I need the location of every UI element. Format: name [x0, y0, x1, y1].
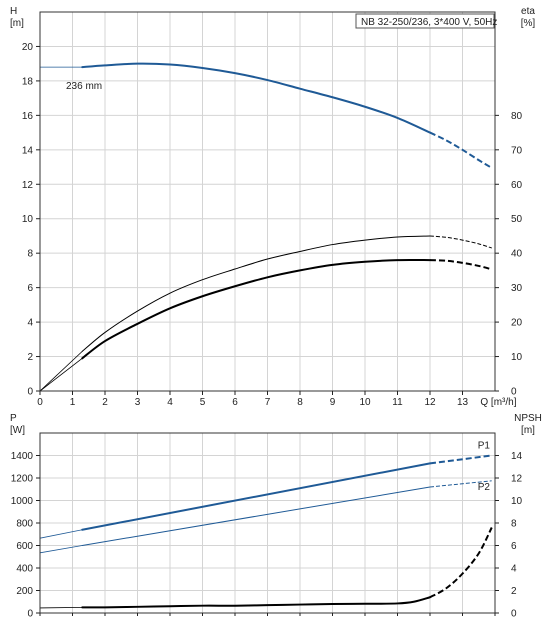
series-lead-line: [39, 529, 83, 539]
right-axis-label: NPSH: [514, 413, 542, 424]
x-tick-label: 2: [102, 397, 108, 408]
x-tick-label: 4: [167, 397, 173, 408]
left-tick-label: 1200: [11, 474, 34, 485]
left-tick-label: 1000: [11, 496, 34, 507]
left-tick-label: 10: [22, 214, 34, 225]
series-line: [81, 462, 431, 531]
chart-title: NB 32-250/236, 3*400 V, 50Hz: [361, 17, 497, 28]
right-tick-label: 2: [511, 586, 517, 597]
right-tick-label: 4: [511, 564, 517, 575]
left-tick-label: 16: [22, 111, 34, 122]
right-tick-label: 12: [511, 474, 523, 485]
left-tick-label: 6: [27, 283, 33, 294]
x-tick-label: 0: [37, 397, 43, 408]
right-tick-label: 10: [511, 496, 523, 507]
x-tick-label: 12: [424, 397, 436, 408]
series-layer: [39, 62, 493, 609]
right-tick-label: 0: [511, 387, 517, 398]
series-line-dashed: [429, 480, 492, 488]
right-tick-label: 6: [511, 541, 517, 552]
series-line-dashed: [429, 235, 492, 249]
x-tick-label: 10: [359, 397, 371, 408]
left-axis-label: P: [10, 413, 17, 424]
right-tick-label: 60: [511, 180, 523, 191]
right-tick-label: 10: [511, 352, 523, 363]
x-axis-label: Q [m³/h]: [480, 397, 516, 408]
left-tick-label: 200: [16, 586, 33, 597]
right-tick-label: 40: [511, 249, 523, 260]
x-tick-label: 3: [135, 397, 141, 408]
left-tick-label: 2: [27, 352, 33, 363]
x-tick-label: 6: [232, 397, 238, 408]
x-tick-label: 5: [200, 397, 206, 408]
right-tick-label: 80: [511, 111, 523, 122]
left-tick-label: 1400: [11, 451, 34, 462]
right-axis-label: eta: [521, 6, 535, 17]
right-tick-label: 20: [511, 318, 523, 329]
left-tick-label: 12: [22, 180, 34, 191]
series-line: [81, 596, 431, 609]
series-label: P2: [478, 482, 491, 493]
right-axis-label: [m]: [521, 425, 535, 436]
series-line: [81, 486, 431, 546]
grid-layer: [39, 11, 496, 614]
series-lead-line: [39, 545, 83, 554]
left-tick-label: 600: [16, 541, 33, 552]
right-tick-label: 8: [511, 519, 517, 530]
x-tick-label: 8: [297, 397, 303, 408]
series-lead-line: [39, 351, 83, 392]
left-tick-label: 400: [16, 564, 33, 575]
series-line: [81, 235, 431, 352]
right-tick-label: 30: [511, 283, 523, 294]
series-label: P1: [478, 441, 491, 452]
left-tick-label: 0: [27, 387, 33, 398]
series-line-dashed: [429, 259, 493, 271]
left-tick-label: 18: [22, 76, 34, 87]
left-axis-label: H: [10, 6, 17, 17]
right-tick-label: 50: [511, 214, 523, 225]
series-lead-line: [39, 357, 83, 392]
series-line: [81, 258, 431, 360]
axes-layer: [36, 11, 499, 616]
x-tick-label: 11: [392, 397, 403, 408]
left-axis-label: [W]: [10, 425, 25, 436]
series-line-dashed: [429, 454, 492, 465]
x-tick-label: 13: [457, 397, 469, 408]
series-lead-line: [39, 606, 83, 609]
left-tick-label: 20: [22, 42, 34, 53]
left-tick-label: 14: [22, 145, 34, 156]
left-tick-label: 800: [16, 519, 33, 530]
right-tick-label: 0: [511, 609, 517, 620]
x-tick-label: 9: [330, 397, 336, 408]
series-line-dashed: [429, 527, 493, 599]
series-line: [81, 62, 431, 134]
title-box: [355, 13, 495, 29]
curve-annotation: 236 mm: [66, 81, 102, 92]
series-line-dashed: [429, 131, 493, 169]
x-tick-label: 1: [70, 397, 76, 408]
right-axis-label: [%]: [521, 18, 536, 29]
left-tick-label: 8: [27, 249, 33, 260]
left-tick-label: 0: [27, 609, 33, 620]
right-tick-label: 70: [511, 145, 523, 156]
left-axis-label: [m]: [10, 18, 24, 29]
text-layer: 0246810121416182001020304050607080H[m]et…: [10, 6, 542, 620]
right-tick-label: 14: [511, 451, 523, 462]
x-tick-label: 7: [265, 397, 271, 408]
left-tick-label: 4: [27, 318, 33, 329]
